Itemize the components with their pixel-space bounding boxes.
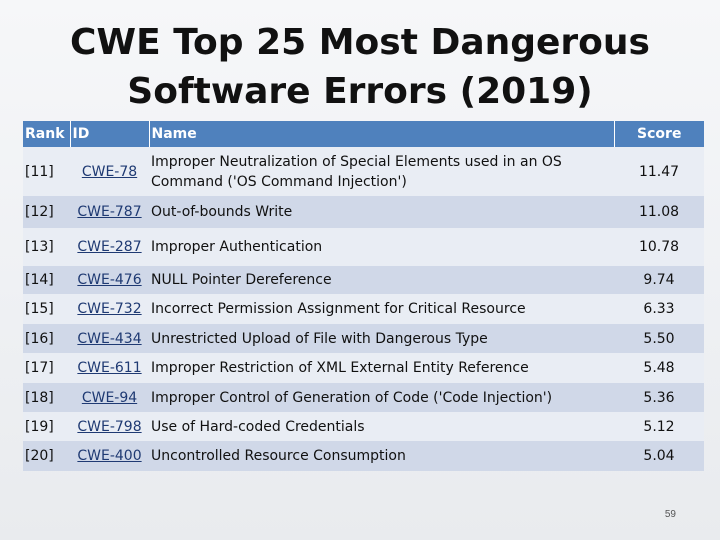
cwe-link[interactable]: CWE-476 bbox=[77, 272, 142, 288]
table-row: [13] CWE-287 Improper Authentication 10.78 bbox=[23, 228, 704, 266]
id-cell: CWE-611 bbox=[70, 353, 149, 383]
table-row: [16] CWE-434 Unrestricted Upload of File w… bbox=[23, 324, 704, 353]
header-rank: Rank bbox=[23, 121, 71, 147]
cwe-link[interactable]: CWE-287 bbox=[77, 239, 142, 255]
rank-cell: [18] bbox=[25, 389, 54, 406]
score-cell: 5.36 bbox=[643, 389, 675, 406]
table-row: [17] CWE-611 Improper Restriction of XML E… bbox=[23, 353, 704, 383]
table-body: [11] CWE-78 Improper Neutralization of Spe… bbox=[23, 147, 704, 471]
header-row: Rank ID Name Score bbox=[23, 121, 704, 147]
id-cell: CWE-400 bbox=[70, 441, 149, 471]
rank-cell: [15] bbox=[25, 301, 54, 317]
name-cell: Use of Hard-coded Credentials bbox=[151, 418, 365, 435]
score-cell: 5.48 bbox=[643, 360, 675, 376]
id-cell: CWE-78 bbox=[70, 147, 149, 196]
id-cell: CWE-287 bbox=[70, 228, 149, 266]
cwe-link[interactable]: CWE-732 bbox=[77, 301, 142, 317]
id-cell: CWE-787 bbox=[70, 196, 149, 228]
table-row: [20] CWE-400 Uncontrolled Resource Consump… bbox=[23, 441, 704, 471]
table-header: Rank ID Name Score bbox=[23, 121, 704, 147]
score-cell: 10.78 bbox=[638, 239, 680, 255]
rank-cell: [16] bbox=[25, 330, 54, 347]
table-row: [11] CWE-78 Improper Neutralization of Spe… bbox=[23, 147, 704, 196]
cwe-link[interactable]: CWE-94 bbox=[81, 389, 138, 406]
rank-cell: [14] bbox=[25, 272, 54, 288]
header-id: ID bbox=[70, 121, 150, 147]
rank-cell: [20] bbox=[25, 448, 54, 464]
score-cell: 5.12 bbox=[643, 418, 675, 435]
header-score: Score bbox=[614, 121, 704, 147]
name-cell: Uncontrolled Resource Consumption bbox=[151, 448, 406, 464]
table-row: [18] CWE-94 Improper Control of Generation… bbox=[23, 383, 704, 412]
cwe-link[interactable]: CWE-798 bbox=[77, 418, 142, 435]
name-cell: Out-of-bounds Write bbox=[151, 204, 293, 220]
id-cell: CWE-476 bbox=[70, 266, 149, 294]
id-cell: CWE-94 bbox=[70, 383, 149, 412]
name-cell: Improper Control of Generation of Code (… bbox=[151, 389, 553, 406]
name-cell: Incorrect Permission Assignment for Crit… bbox=[151, 301, 526, 317]
table-row: [19] CWE-798 Use of Hard-coded Credentials… bbox=[23, 412, 704, 441]
slide-number: 59 bbox=[664, 509, 676, 520]
rank-cell: [19] bbox=[25, 418, 54, 435]
cwe-link[interactable]: CWE-78 bbox=[81, 163, 138, 180]
name-cell: Improper Authentication bbox=[151, 239, 323, 255]
cwe-link[interactable]: CWE-787 bbox=[77, 204, 142, 220]
id-cell: CWE-798 bbox=[70, 412, 149, 441]
rank-cell: [12] bbox=[25, 204, 54, 220]
rank-cell: [13] bbox=[25, 239, 54, 255]
name-cell: Improper Restriction of XML External Ent… bbox=[151, 360, 529, 376]
rank-cell: [17] bbox=[25, 360, 54, 376]
table-row: [14] CWE-476 NULL Pointer Dereference 9.74 bbox=[23, 266, 704, 294]
slide-title-line-2: Software Errors (2019) bbox=[127, 71, 593, 112]
slide-title-line-1: CWE Top 25 Most Dangerous bbox=[70, 22, 650, 63]
slide-title: CWE Top 25 Most Dangerous Software Error… bbox=[40, 18, 680, 116]
score-cell: 11.47 bbox=[638, 163, 680, 180]
id-cell: CWE-434 bbox=[70, 324, 149, 353]
score-cell: 11.08 bbox=[638, 204, 680, 220]
name-cell: Improper Neutralization of Special Eleme… bbox=[151, 153, 562, 190]
name-cell: NULL Pointer Dereference bbox=[151, 272, 332, 288]
score-cell: 9.74 bbox=[643, 272, 675, 288]
score-cell: 6.33 bbox=[643, 301, 675, 317]
score-cell: 5.04 bbox=[643, 448, 675, 464]
cwe-table: Rank ID Name Score [11] CWE-78 Improper Ne… bbox=[23, 121, 704, 471]
table-row: [12] CWE-787 Out-of-bounds Write 11.08 bbox=[23, 196, 704, 228]
cwe-link[interactable]: CWE-434 bbox=[77, 330, 142, 347]
table-row: [15] CWE-732 Incorrect Permission Assignme… bbox=[23, 294, 704, 324]
name-cell: Unrestricted Upload of File with Dangero… bbox=[151, 330, 488, 347]
id-cell: CWE-732 bbox=[70, 294, 149, 324]
header-name: Name bbox=[149, 121, 615, 147]
cwe-link[interactable]: CWE-611 bbox=[77, 360, 142, 376]
cwe-link[interactable]: CWE-400 bbox=[77, 448, 142, 464]
score-cell: 5.50 bbox=[643, 330, 675, 347]
rank-cell: [11] bbox=[25, 163, 54, 180]
